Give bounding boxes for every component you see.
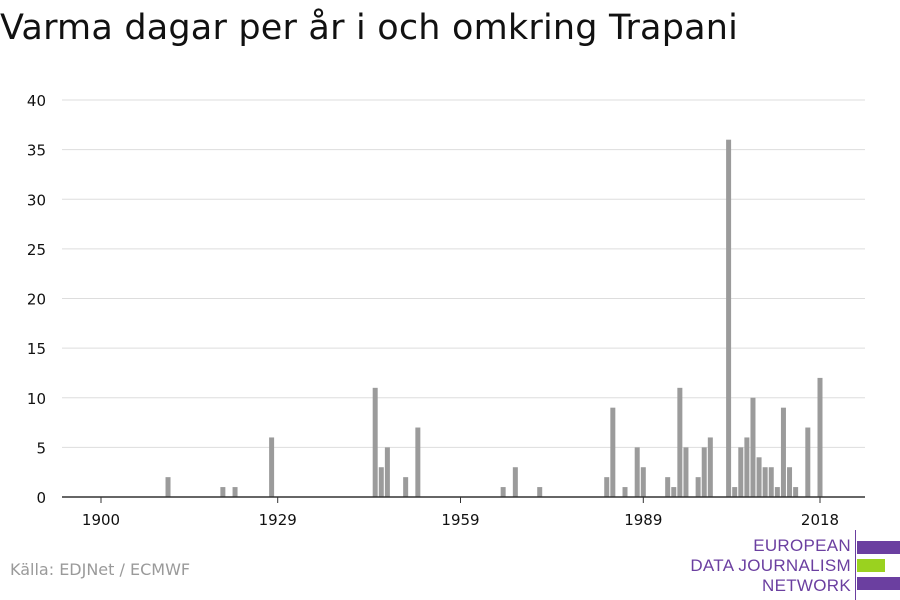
bar [756,457,762,497]
y-tick-label: 10 [27,390,46,408]
y-tick-label: 5 [36,439,46,457]
x-axis: 1900 1929 1959 1989 2018 [62,496,865,529]
logo-line-2: DATA JOURNALISM [690,556,851,575]
bar [793,487,799,497]
logo-line-1: EUROPEAN [753,536,851,555]
logo-bar-purple-top [857,541,900,554]
bar [738,447,744,497]
bar [683,447,689,497]
bar [165,477,171,497]
bar [695,477,701,497]
bar [403,477,409,497]
bar [634,447,640,497]
edjnet-logo: EUROPEAN DATA JOURNALISM NETWORK [690,530,900,600]
logo-bar-purple-bottom [857,577,900,590]
bar [640,467,646,497]
y-tick-label: 40 [27,92,46,110]
bar [372,387,378,497]
bar [512,467,518,497]
logo-divider [855,530,856,600]
bar [707,437,713,497]
bar [415,427,421,497]
bar [732,487,738,497]
x-tick-label: 1929 [259,511,297,529]
x-tick-label: 2018 [801,511,839,529]
bar [787,467,793,497]
y-tick-label: 15 [27,340,46,358]
bar [537,487,543,497]
bar [744,437,750,497]
bar [726,139,732,497]
bar [378,467,384,497]
x-tick-label: 1959 [441,511,479,529]
bar [768,467,774,497]
bar [762,467,768,497]
y-tick-label: 0 [36,489,46,507]
bar [817,377,823,497]
bar [269,437,275,497]
bar [701,447,707,497]
bar [677,387,683,497]
y-tick-label: 25 [27,241,46,259]
bars [165,139,823,497]
bar [671,487,677,497]
bar [232,487,238,497]
bar [665,477,671,497]
bar [220,487,226,497]
logo-bar-green [857,559,885,572]
gridlines [62,99,865,448]
bar [622,487,628,497]
chart-title: Varma dagar per år i och omkring Trapani [0,8,739,48]
logo-line-3: NETWORK [762,576,851,595]
bar [774,487,780,497]
y-axis-labels: 0 5 10 15 20 25 30 35 40 [27,92,46,507]
bar [805,427,811,497]
bar [384,447,390,497]
bar [750,397,756,497]
y-tick-label: 20 [27,291,46,309]
y-tick-label: 35 [27,142,46,160]
y-tick-label: 30 [27,191,46,209]
bar [610,407,616,497]
x-tick-label: 1989 [624,511,662,529]
bar [500,487,506,497]
source-note: Källa: EDJNet / ECMWF [10,560,191,579]
bar [780,407,786,497]
x-tick-label: 1900 [82,511,120,529]
bar [604,477,610,497]
